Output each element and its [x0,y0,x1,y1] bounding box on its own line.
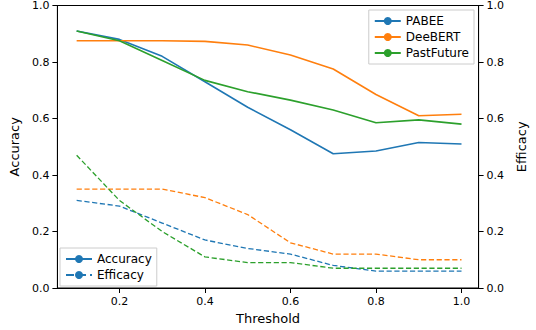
svg-text:Accuracy: Accuracy [7,117,22,177]
svg-text:0.4: 0.4 [196,295,214,308]
svg-text:0.6: 0.6 [32,112,50,125]
svg-text:0.2: 0.2 [487,225,505,238]
svg-text:0.0: 0.0 [32,282,50,295]
svg-text:0.2: 0.2 [111,295,129,308]
svg-text:PABEE: PABEE [406,14,444,28]
svg-text:1.0: 1.0 [453,295,471,308]
svg-text:1.0: 1.0 [487,0,505,12]
svg-text:1.0: 1.0 [32,0,50,12]
svg-text:PastFuture: PastFuture [406,46,469,60]
svg-text:0.6: 0.6 [282,295,300,308]
svg-text:0.4: 0.4 [487,169,505,182]
svg-text:0.8: 0.8 [487,56,505,69]
svg-text:DeeBERT: DeeBERT [406,30,461,44]
svg-text:0.8: 0.8 [32,56,50,69]
svg-text:Threshold: Threshold [235,311,300,326]
svg-text:0.0: 0.0 [487,282,505,295]
svg-text:0.6: 0.6 [487,112,505,125]
svg-text:0.4: 0.4 [32,169,50,182]
svg-text:Accuracy: Accuracy [97,252,152,266]
svg-text:0.2: 0.2 [32,225,50,238]
svg-text:Efficacy: Efficacy [514,121,529,172]
svg-text:Efficacy: Efficacy [97,268,144,282]
svg-text:0.8: 0.8 [367,295,385,308]
